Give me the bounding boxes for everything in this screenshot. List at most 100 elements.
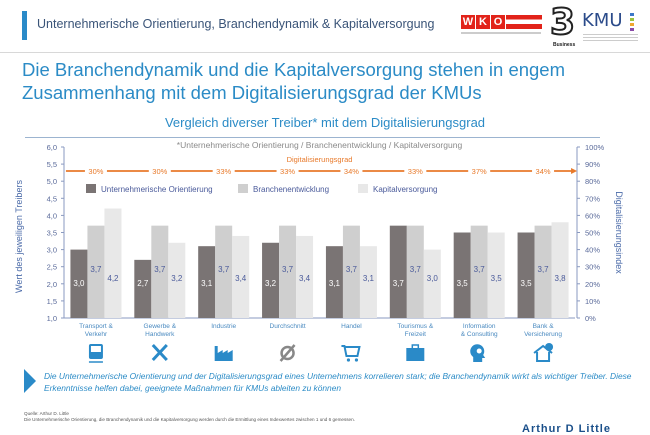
category-label: Handel: [341, 323, 362, 330]
bar-kapital: [359, 246, 377, 318]
legend-swatch: [86, 184, 96, 193]
digital-value-label: 30%: [88, 167, 103, 176]
house-money-icon: [533, 343, 554, 362]
bar-kapital: [423, 249, 441, 318]
category-label: Durchschnitt: [270, 323, 306, 330]
bar-branche: [151, 225, 169, 318]
legend-label: Unternehmerische Orientierung: [101, 185, 213, 194]
factory-icon: [214, 346, 233, 361]
legend-swatch: [238, 184, 248, 193]
header-divider: [0, 52, 650, 53]
y-tick-label: 2,0: [47, 280, 57, 289]
bar-value-label: 3,1: [329, 279, 341, 288]
bar-kapital: [296, 235, 314, 318]
y2-tick-label: 30%: [585, 263, 600, 272]
cart-icon: [341, 345, 361, 362]
category-label: Gewerbe &: [144, 323, 177, 330]
digital-label-bg: [276, 166, 299, 176]
y2-tick-label: 40%: [585, 246, 600, 255]
bar-kapital: [168, 242, 186, 318]
source-label: Quelle: Arthur D. Little: [24, 411, 69, 416]
y-tick-label: 4,0: [47, 211, 57, 220]
tools-icon: [151, 343, 168, 362]
bar-orientierung: [262, 242, 280, 318]
bar-value-label: 3,7: [538, 265, 550, 274]
chart-title: Vergleich diverser Treiber* mit dem Digi…: [164, 115, 486, 130]
y2-tick-label: 80%: [585, 177, 600, 186]
bar-orientierung: [389, 225, 407, 318]
bar-orientierung: [70, 249, 88, 318]
digital-line-arrow-icon: [571, 168, 578, 174]
digital-line-title: Digitalisierungsgrad: [287, 155, 353, 164]
legend-label: Branchenentwicklung: [253, 185, 329, 194]
bar-orientierung: [134, 259, 152, 318]
category-label: Handwerk: [145, 331, 175, 338]
digital-value-label: 33%: [216, 167, 231, 176]
y2-tick-label: 100%: [585, 143, 605, 152]
y2-tick-label: 50%: [585, 229, 600, 238]
y-tick-label: 5,0: [47, 177, 57, 186]
three-logo: 3: [549, 2, 576, 43]
bar-value-label: 3,4: [299, 274, 311, 283]
category-label: Transport &: [79, 323, 113, 330]
header-title: Unternehmerische Orientierung, Branchend…: [37, 17, 435, 31]
category-label: Bank &: [533, 323, 555, 330]
legend-label: Kapitalversorgung: [373, 185, 437, 194]
bar-value-label: 3,7: [282, 265, 294, 274]
bar-branche: [470, 225, 488, 318]
bar-value-label: 3,5: [491, 274, 503, 283]
source-note: Quelle: Arthur D. Little Die Unternehmer…: [24, 411, 355, 423]
digital-value-label: 33%: [408, 167, 423, 176]
y2-tick-label: 0%: [585, 314, 596, 323]
bar-kapital: [232, 235, 250, 318]
category-label: Information: [463, 323, 496, 330]
bar-value-label: 3,7: [393, 279, 405, 288]
y2-tick-label: 20%: [585, 280, 600, 289]
y2-tick-label: 90%: [585, 160, 600, 169]
digital-label-bg: [212, 166, 235, 176]
kmu-logo: KMU: [582, 10, 623, 31]
y2-tick-label: 60%: [585, 211, 600, 220]
bar-value-label: 3,1: [201, 279, 213, 288]
bar-value-label: 3,7: [346, 265, 358, 274]
y-tick-label: 4,5: [47, 194, 57, 203]
bar-value-label: 3,7: [474, 265, 486, 274]
bar-branche: [87, 225, 105, 318]
digital-label-bg: [532, 166, 555, 176]
category-label: Industrie: [211, 323, 236, 330]
y-tick-label: 3,5: [47, 229, 57, 238]
head-bulb-icon: [470, 344, 486, 362]
legend-swatch: [358, 184, 368, 193]
header-accent-bar: [22, 11, 27, 40]
wko-flag-icon: [506, 15, 542, 29]
category-label: & Consulting: [461, 331, 498, 338]
bar-value-label: 3,7: [90, 265, 102, 274]
bar-value-label: 3,2: [171, 274, 183, 283]
average-icon: [279, 344, 296, 362]
digital-value-label: 33%: [280, 167, 295, 176]
bar-chart: 1,0 1,5 2,0 2,5 3,0 3,5 4,0 4,5 5,0 5,5 6,0 Wert de…: [14, 140, 624, 363]
footer-logo: Arthur D Little: [522, 423, 611, 435]
train-icon: [88, 344, 103, 363]
digital-value-label: 37%: [472, 167, 487, 176]
y-tick-label: 3,0: [47, 246, 57, 255]
bar-value-label: 3,0: [427, 274, 439, 283]
suitcase-icon: [406, 344, 425, 361]
digital-label-bg: [148, 166, 171, 176]
y-tick-label: 1,0: [47, 314, 57, 323]
chart-subtitle: *Unternehmerische Orientierung / Branche…: [177, 140, 463, 150]
y-tick-label: 6,0: [47, 143, 57, 152]
bar-orientierung: [517, 232, 535, 318]
bar-value-label: 3,2: [265, 279, 277, 288]
category-label: Versicherung: [524, 331, 562, 338]
conclusion-text: Die Unternehmerische Orientierung und de…: [44, 371, 632, 393]
bar-value-label: 3,4: [235, 274, 247, 283]
bar-branche: [279, 225, 297, 318]
bar-value-label: 3,8: [555, 274, 567, 283]
bar-branche: [406, 225, 424, 318]
category-label: Freizeit: [405, 331, 427, 338]
y-tick-label: 5,5: [47, 160, 57, 169]
chart-title-divider: [25, 137, 600, 138]
bar-value-label: 3,7: [410, 265, 422, 274]
